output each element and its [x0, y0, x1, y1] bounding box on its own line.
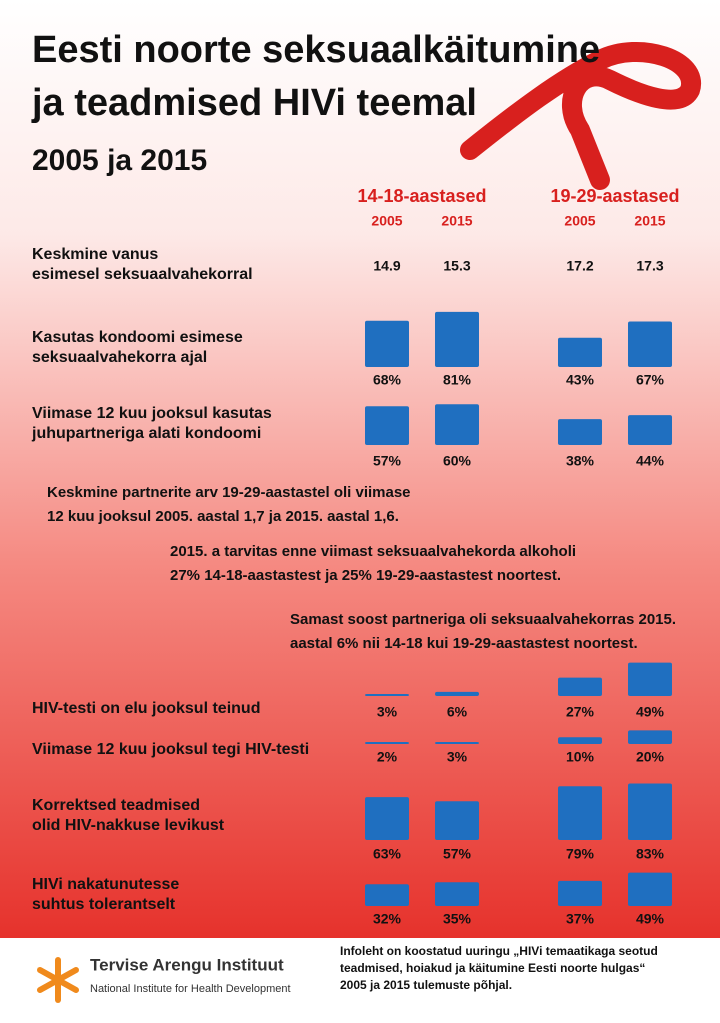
group-header: 19-29-aastased — [550, 186, 679, 206]
value-square — [558, 737, 602, 744]
row-label: Viimase 12 kuu jooksul tegi HIV-testi — [32, 741, 309, 758]
value-label: 49% — [636, 704, 665, 720]
value-label: 27% — [566, 704, 595, 720]
value-label: 3% — [377, 704, 398, 720]
year-label: 2005 — [564, 213, 595, 229]
row-label: HIVi nakatunutesse — [32, 876, 179, 893]
value-square — [435, 691, 479, 696]
value-square — [365, 320, 409, 367]
value-label: 57% — [443, 846, 472, 862]
value-label: 15.3 — [443, 258, 470, 274]
row-label: Korrektsed teadmised — [32, 797, 200, 814]
value-square — [558, 337, 602, 367]
value-square — [435, 801, 479, 840]
value-square — [558, 786, 602, 840]
title-line: 2005 ja 2015 — [32, 144, 207, 177]
year-label: 2005 — [371, 213, 402, 229]
value-label: 32% — [373, 911, 402, 927]
row-label: seksuaalvahekorra ajal — [32, 349, 207, 366]
group-header: 14-18-aastased — [357, 186, 486, 206]
value-square — [435, 404, 479, 445]
value-label: 17.2 — [566, 258, 593, 274]
source-line: 2005 ja 2015 tulemuste põhjal. — [340, 978, 512, 992]
org-name-en: National Institute for Health Developmen… — [90, 983, 291, 995]
value-square — [628, 872, 672, 906]
value-label: 43% — [566, 372, 595, 388]
value-label: 83% — [636, 846, 665, 862]
row-label: esimesel seksuaalvahekorral — [32, 266, 253, 283]
value-label: 10% — [566, 749, 595, 765]
title-line: Eesti noorte seksuaalkäitumine — [32, 29, 600, 71]
value-square — [365, 406, 409, 445]
note-line: 12 kuu jooksul 2005. aastal 1,7 ja 2015.… — [47, 508, 399, 525]
row-label: Kasutas kondoomi esimese — [32, 329, 243, 346]
value-label: 17.3 — [636, 258, 663, 274]
row-label: olid HIV-nakkuse levikust — [32, 817, 225, 834]
source-line: Infoleht on koostatud uuringu „HIVi tema… — [340, 944, 658, 958]
value-square — [558, 880, 602, 906]
value-label: 44% — [636, 453, 665, 469]
title-line: ja teadmised HIVi teemal — [31, 82, 477, 124]
row-label: suhtus tolerantselt — [32, 896, 176, 913]
note-line: 27% 14-18-aastastest ja 25% 19-29-aastas… — [170, 567, 561, 584]
value-label: 57% — [373, 453, 402, 469]
footer-background — [0, 938, 720, 1018]
value-label: 49% — [636, 911, 665, 927]
source-line: teadmised, hoiakud ja käitumine Eesti no… — [340, 961, 645, 975]
note-line: Keskmine partnerite arv 19-29-aastastel … — [47, 484, 411, 501]
value-label: 3% — [447, 749, 468, 765]
value-square — [435, 311, 479, 367]
value-label: 14.9 — [373, 258, 400, 274]
value-label: 38% — [566, 453, 595, 469]
value-label: 68% — [373, 372, 402, 388]
value-square — [365, 742, 409, 744]
value-square — [365, 797, 409, 840]
row-label: Keskmine vanus — [32, 246, 158, 263]
value-square — [365, 884, 409, 906]
value-label: 67% — [636, 372, 665, 388]
year-label: 2015 — [634, 213, 665, 229]
value-label: 37% — [566, 911, 595, 927]
row-label: HIV-testi on elu jooksul teinud — [32, 700, 260, 717]
value-square — [435, 741, 479, 744]
value-square — [628, 662, 672, 696]
value-label: 63% — [373, 846, 402, 862]
note-line: Samast soost partneriga oli seksuaalvahe… — [290, 611, 676, 628]
row-label: juhupartneriga alati kondoomi — [31, 425, 261, 442]
value-square — [558, 677, 602, 696]
value-label: 60% — [443, 453, 472, 469]
value-square — [628, 783, 672, 840]
value-label: 20% — [636, 749, 665, 765]
value-label: 81% — [443, 372, 472, 388]
year-label: 2015 — [441, 213, 472, 229]
value-square — [628, 415, 672, 445]
note-line: aastal 6% nii 14-18 kui 19-29-aastastest… — [290, 635, 638, 652]
value-label: 79% — [566, 846, 595, 862]
value-label: 2% — [377, 749, 398, 765]
red-ribbon — [460, 42, 701, 190]
value-square — [628, 730, 672, 744]
value-square — [558, 419, 602, 445]
note-line: 2015. a tarvitas enne viimast seksuaalva… — [170, 543, 576, 560]
value-square — [365, 693, 409, 696]
value-label: 6% — [447, 704, 468, 720]
value-square — [628, 321, 672, 367]
value-label: 35% — [443, 911, 472, 927]
value-square — [435, 882, 479, 906]
org-name: Tervise Arengu Instituut — [90, 955, 284, 974]
row-label: Viimase 12 kuu jooksul kasutas — [32, 405, 272, 422]
logo — [37, 957, 79, 1003]
